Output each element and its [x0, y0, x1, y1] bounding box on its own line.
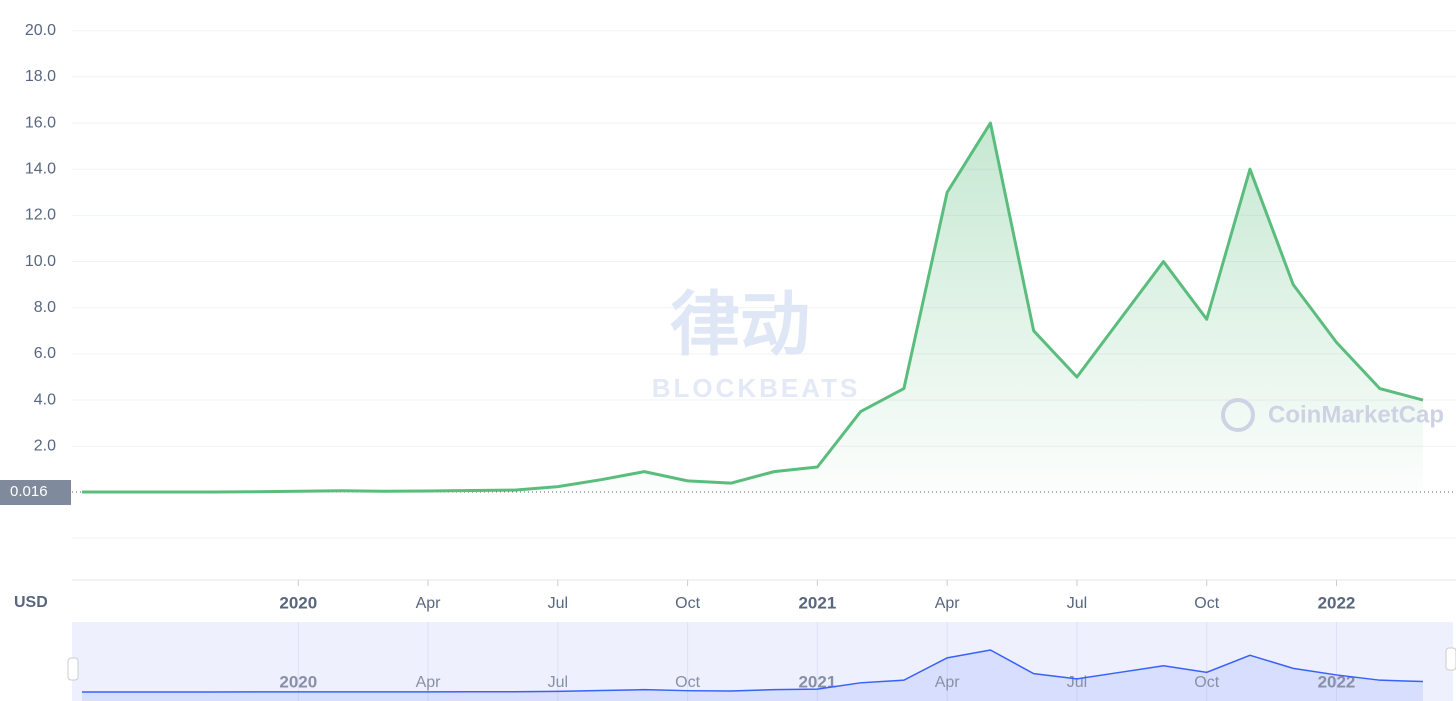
- nav-tick-label: Oct: [1194, 674, 1219, 691]
- y-tick-label: 10.0: [25, 253, 56, 270]
- nav-tick-label: 2022: [1318, 672, 1356, 691]
- watermark: 律动: [670, 285, 810, 363]
- price-area: [82, 123, 1423, 493]
- y-tick-label: 6.0: [34, 345, 56, 362]
- y-tick-label: 2.0: [34, 437, 56, 454]
- currency-label: USD: [14, 594, 48, 611]
- x-tick-label: Apr: [935, 595, 961, 612]
- nav-tick-label: Jul: [1067, 674, 1087, 691]
- y-tick-label: 12.0: [25, 207, 56, 224]
- nav-tick-label: Jul: [548, 674, 568, 691]
- x-tick-label: Oct: [1194, 595, 1219, 612]
- y-tick-label: 14.0: [25, 160, 56, 177]
- x-tick-label: Apr: [416, 595, 442, 612]
- nav-handle[interactable]: [67, 657, 79, 681]
- y-tick-label: 20.0: [25, 22, 56, 39]
- watermark: CoinMarketCap: [1268, 401, 1444, 428]
- watermark: BLOCKBEATS: [652, 373, 861, 403]
- nav-tick-label: Oct: [675, 674, 700, 691]
- x-tick-label: 2021: [798, 593, 836, 612]
- x-tick-label: 2022: [1318, 593, 1356, 612]
- watermark-logo: [1221, 398, 1255, 432]
- nav-tick-label: 2020: [279, 672, 317, 691]
- x-tick-label: Oct: [675, 595, 700, 612]
- nav-area: [82, 649, 1423, 701]
- nav-tick-label: 2021: [798, 672, 836, 691]
- nav-tick-label: Apr: [416, 674, 442, 691]
- x-tick-label: 2020: [279, 593, 317, 612]
- y-tick-label: 18.0: [25, 68, 56, 85]
- price-marker-bg: [0, 480, 71, 505]
- y-tick-label: 16.0: [25, 114, 56, 131]
- y-tick-label: 4.0: [34, 391, 56, 408]
- nav-line: [82, 649, 1424, 693]
- nav-tick-label: Apr: [935, 674, 961, 691]
- x-tick-label: Jul: [548, 595, 568, 612]
- y-tick-label: 8.0: [34, 299, 56, 316]
- nav-handle[interactable]: [1445, 647, 1456, 671]
- navigator-bg: [72, 622, 1453, 701]
- price-line: [82, 121, 1424, 494]
- x-tick-label: Jul: [1067, 595, 1087, 612]
- price-marker-label: 0.016: [10, 483, 48, 500]
